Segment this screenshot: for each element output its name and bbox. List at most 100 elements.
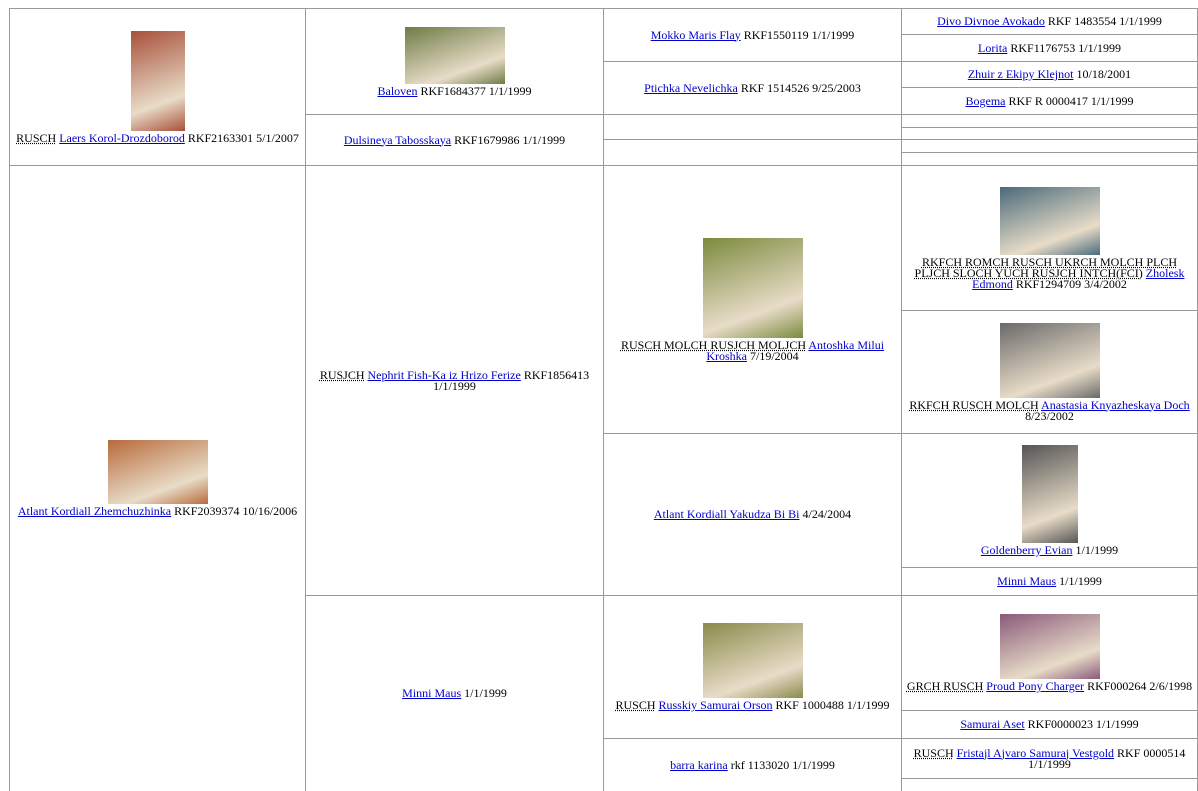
- pedigree-cell: Zhuir z Ekipy Klejnot 10/18/2001: [901, 61, 1198, 88]
- dog-registration: RKF2163301 5/1/2007: [187, 130, 299, 145]
- dog-photo: [404, 26, 505, 84]
- dog-entry: Ptichka Nevelichka RKF 1514526 9/25/2003: [644, 80, 861, 95]
- dog-name-link[interactable]: Atlant Kordiall Zhemchuzhinka: [17, 504, 172, 518]
- dog-name-link[interactable]: Ptichka Nevelichka: [644, 80, 738, 95]
- dog-registration: rkf 1133020 1/1/1999: [730, 757, 835, 772]
- dog-registration: RKF 1000488 1/1/1999: [775, 698, 890, 712]
- pedigree-cell: RKFCH ROMCH RUSCH UKRCH MOLCH PLCH PLJCH…: [901, 165, 1198, 311]
- pedigree-cell: Minni Maus 1/1/1999: [305, 595, 604, 791]
- dog-name-link[interactable]: Fristajl Ajvaro Samuraj Vestgold: [956, 745, 1115, 760]
- pedigree-cell: Mokko Maris Flay RKF1550119 1/1/1999: [603, 8, 902, 62]
- dog-photo: [107, 440, 208, 504]
- dog-entry: Samurai Aset RKF0000023 1/1/1999: [960, 717, 1139, 731]
- dog-name-link[interactable]: Divo Divnoe Avokado: [937, 14, 1045, 28]
- pedigree-cell: RUSCH Laers Korol-Drozdoborod RKF2163301…: [9, 8, 306, 166]
- pedigree-cell: RUSJCH Nephrit Fish-Ka iz Hrizo Ferize R…: [305, 165, 604, 596]
- dog-titles: RUSCH: [16, 130, 57, 145]
- dog-entry: RUSCH MOLCH RUSJCH MOLJCH Antoshka Milui…: [608, 337, 897, 363]
- dog-entry: RUSCH Russkiy Samurai Orson RKF 1000488 …: [615, 698, 890, 712]
- dog-registration: 4/24/2004: [802, 507, 852, 521]
- dog-name-link[interactable]: Minni Maus: [997, 574, 1057, 588]
- pedigree-cell: [901, 152, 1198, 166]
- dog-registration: 1/1/1999: [464, 686, 507, 700]
- dog-entry: Minni Maus 1/1/1999: [402, 686, 507, 700]
- dog-name-link[interactable]: Atlant Kordiall Yakudza Bi Bi: [653, 507, 800, 521]
- dog-entry: Zhuir z Ekipy Klejnot 10/18/2001: [967, 67, 1132, 81]
- pedigree-cell: Goldenberry Evian 1/1/1999: [901, 433, 1198, 568]
- dog-registration: RKF2039374 10/16/2006: [174, 504, 298, 518]
- dog-entry: Mokko Maris Flay RKF1550119 1/1/1999: [650, 27, 855, 42]
- dog-registration: RKF1679986 1/1/1999: [454, 132, 566, 147]
- dog-entry: Atlant Kordiall Yakudza Bi Bi 4/24/2004: [653, 507, 852, 521]
- dog-name-link[interactable]: Anastasia Knyazheskaya Doch: [1041, 397, 1190, 412]
- dog-name-link[interactable]: Zholesk Edmond: [972, 265, 1185, 291]
- dog-photo: [999, 322, 1100, 398]
- dog-titles: RKFCH RUSCH MOLCH: [909, 397, 1039, 412]
- pedigree-cell: [901, 139, 1198, 153]
- dog-name-link[interactable]: Russkiy Samurai Orson: [658, 698, 773, 712]
- dog-registration: RKF1294709 3/4/2002: [1015, 276, 1127, 291]
- dog-entry: Divo Divnoe Avokado RKF 1483554 1/1/1999: [937, 14, 1162, 28]
- dog-entry: Goldenberry Evian 1/1/1999: [980, 543, 1119, 557]
- dog-registration: RKF0000023 1/1/1999: [1027, 717, 1139, 731]
- dog-registration: RKF R 0000417 1/1/1999: [1008, 93, 1134, 108]
- dog-registration: RKF 1483554 1/1/1999: [1047, 14, 1162, 28]
- dog-entry: RKFCH ROMCH RUSCH UKRCH MOLCH PLCH PLJCH…: [906, 254, 1193, 291]
- dog-name-link[interactable]: Laers Korol-Drozdoborod: [59, 130, 185, 145]
- dog-entry: Atlant Kordiall Zhemchuzhinka RKF2039374…: [17, 504, 298, 518]
- dog-name-link[interactable]: Baloven: [377, 83, 418, 98]
- pedigree-cell: Atlant Kordiall Yakudza Bi Bi 4/24/2004: [603, 433, 902, 596]
- dog-name-link[interactable]: Dulsineya Tabosskaya: [343, 132, 452, 147]
- dog-photo: [702, 623, 803, 698]
- dog-registration: RKF1684377 1/1/1999: [420, 83, 532, 98]
- dog-name-link[interactable]: Antoshka Milui Kroshka: [706, 337, 885, 363]
- dog-entry: RUSJCH Nephrit Fish-Ka iz Hrizo Ferize R…: [310, 367, 599, 393]
- dog-entry: RKFCH RUSCH MOLCH Anastasia Knyazheskaya…: [906, 397, 1193, 422]
- dog-name-link[interactable]: Samurai Aset: [960, 717, 1025, 731]
- dog-name-link[interactable]: Lorita: [978, 40, 1008, 55]
- pedigree-cell: RUSCH Russkiy Samurai Orson RKF 1000488 …: [603, 595, 902, 739]
- dog-entry: Dulsineya Tabosskaya RKF1679986 1/1/1999: [343, 132, 566, 147]
- pedigree-cell: Baloven RKF1684377 1/1/1999: [305, 8, 604, 115]
- dog-photo: [130, 30, 185, 131]
- pedigree-cell: Dulsineya Tabosskaya RKF1679986 1/1/1999: [305, 114, 604, 166]
- pedigree-cell: [901, 114, 1198, 128]
- dog-name-link[interactable]: Zhuir z Ekipy Klejnot: [967, 67, 1074, 81]
- dog-entry: GRCH RUSCH Proud Pony Charger RKF000264 …: [906, 679, 1193, 693]
- dog-name-link[interactable]: Proud Pony Charger: [986, 679, 1085, 693]
- pedigree-cell: Bogema RKF R 0000417 1/1/1999: [901, 87, 1198, 115]
- pedigree-cell: RUSCH Fristajl Ajvaro Samuraj Vestgold R…: [901, 738, 1198, 779]
- pedigree-cell: Minni Maus 1/1/1999: [901, 567, 1198, 596]
- dog-titles: GRCH RUSCH: [906, 679, 984, 693]
- dog-name-link[interactable]: Nephrit Fish-Ka iz Hrizo Ferize: [367, 367, 521, 382]
- dog-registration: RKF 0000514 1/1/1999: [1028, 745, 1186, 771]
- dog-name-link[interactable]: barra karina: [670, 757, 728, 772]
- pedigree-cell: [603, 139, 902, 166]
- pedigree-cell: Atlant Kordiall Zhemchuzhinka RKF2039374…: [9, 165, 306, 791]
- dog-name-link[interactable]: Goldenberry Evian: [980, 543, 1073, 557]
- dog-registration: RKF1856413 1/1/1999: [433, 367, 590, 393]
- dog-name-link[interactable]: Bogema: [965, 93, 1006, 108]
- dog-registration: 7/19/2004: [750, 348, 799, 363]
- pedigree-cell: GRCH RUSCH Proud Pony Charger RKF000264 …: [901, 595, 1198, 711]
- dog-entry: Minni Maus 1/1/1999: [997, 574, 1102, 588]
- pedigree-cell: RKFCH RUSCH MOLCH Anastasia Knyazheskaya…: [901, 310, 1198, 434]
- dog-titles: RUSCH MOLCH RUSJCH MOLJCH: [620, 337, 807, 352]
- dog-name-link[interactable]: Minni Maus: [402, 686, 462, 700]
- dog-titles: RUSCH: [913, 745, 954, 760]
- dog-registration: 1/1/1999: [1059, 574, 1102, 588]
- dog-registration: 1/1/1999: [1075, 543, 1119, 557]
- pedigree-cell: RUSCH MOLCH RUSJCH MOLJCH Antoshka Milui…: [603, 165, 902, 434]
- pedigree-cell: [901, 778, 1198, 791]
- pedigree-cell: [603, 114, 902, 140]
- dog-registration: RKF000264 2/6/1998: [1087, 679, 1193, 693]
- dog-titles: RKFCH ROMCH RUSCH UKRCH MOLCH PLCH PLJCH…: [914, 254, 1178, 280]
- dog-registration: RKF 1514526 9/25/2003: [740, 80, 861, 95]
- dog-name-link[interactable]: Mokko Maris Flay: [650, 27, 741, 42]
- dog-titles: RUSJCH: [319, 367, 365, 382]
- dog-registration: RKF1550119 1/1/1999: [743, 27, 855, 42]
- dog-registration: 10/18/2001: [1076, 67, 1132, 81]
- dog-photo: [702, 237, 803, 338]
- dog-entry: RUSCH Laers Korol-Drozdoborod RKF2163301…: [16, 130, 299, 145]
